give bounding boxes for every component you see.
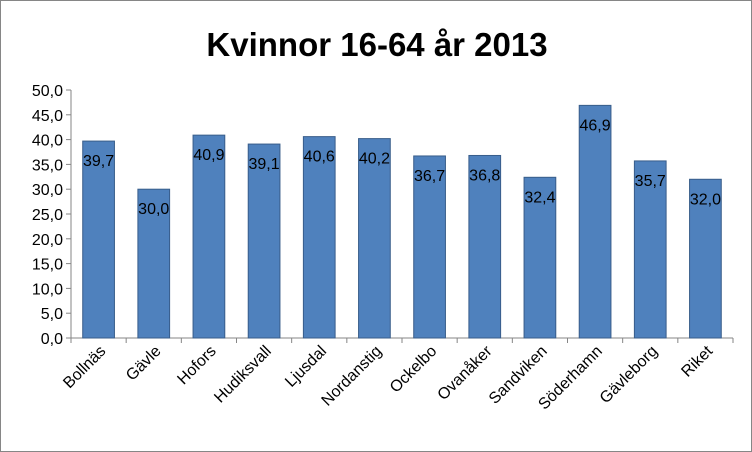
category-label: Gävle — [123, 343, 165, 385]
y-tick-label: 0,0 — [41, 331, 63, 348]
data-label: 36,8 — [469, 167, 500, 184]
y-tick-label: 45,0 — [32, 108, 63, 125]
y-tick-label: 20,0 — [32, 232, 63, 249]
y-tick-label: 35,0 — [32, 157, 63, 174]
bar — [578, 104, 612, 339]
y-tick-label: 40,0 — [32, 133, 63, 150]
data-labels: 39,7 30,0 40,9 39,1 40,6 40,2 36,7 36,8 32,4 46,9… — [83, 117, 721, 218]
bar — [633, 160, 667, 339]
bar — [689, 178, 722, 339]
data-label: 40,9 — [193, 147, 224, 164]
data-label: 46,9 — [580, 117, 611, 134]
data-label: 32,4 — [524, 189, 555, 206]
data-label: 32,0 — [690, 191, 721, 208]
bar — [302, 136, 336, 339]
category-label: Gävleborg — [597, 343, 661, 407]
category-label: Nordanstig — [319, 343, 386, 410]
category-label: Hofors — [174, 343, 219, 388]
y-tick-label: 50,0 — [32, 83, 63, 100]
category-label: Bollnäs — [60, 343, 109, 392]
data-label: 40,2 — [359, 151, 390, 168]
bar — [413, 155, 446, 339]
data-label: 36,7 — [414, 168, 445, 185]
category-label: Ljusdal — [282, 343, 330, 391]
category-label: Riket — [678, 342, 716, 380]
data-label: 35,7 — [635, 173, 666, 190]
y-axis: 0,0 5,0 10,0 15,0 20,0 25,0 30,0 35,0 40,0 45,0 50… — [32, 83, 72, 348]
data-label: 40,6 — [304, 149, 335, 166]
bar — [468, 154, 502, 339]
bar — [358, 138, 391, 339]
x-axis — [70, 337, 734, 343]
bar — [247, 143, 281, 339]
category-label: Hudiksvall — [211, 343, 275, 407]
bar — [137, 188, 171, 339]
y-tick-label: 10,0 — [32, 281, 63, 298]
chart-title: Kvinnor 16-64 år 2013 — [206, 26, 547, 63]
y-tick-label: 15,0 — [32, 257, 63, 274]
data-label: 30,0 — [138, 201, 169, 218]
bar — [523, 176, 557, 339]
data-label: 39,1 — [249, 156, 280, 173]
y-tick-label: 25,0 — [32, 207, 63, 224]
data-label: 39,7 — [83, 153, 114, 170]
y-tick-label: 30,0 — [32, 182, 63, 199]
bar — [192, 134, 226, 339]
category-label: Ockelbo — [387, 343, 441, 397]
bars — [82, 104, 722, 339]
y-tick-label: 5,0 — [41, 306, 63, 323]
bar — [82, 140, 115, 339]
